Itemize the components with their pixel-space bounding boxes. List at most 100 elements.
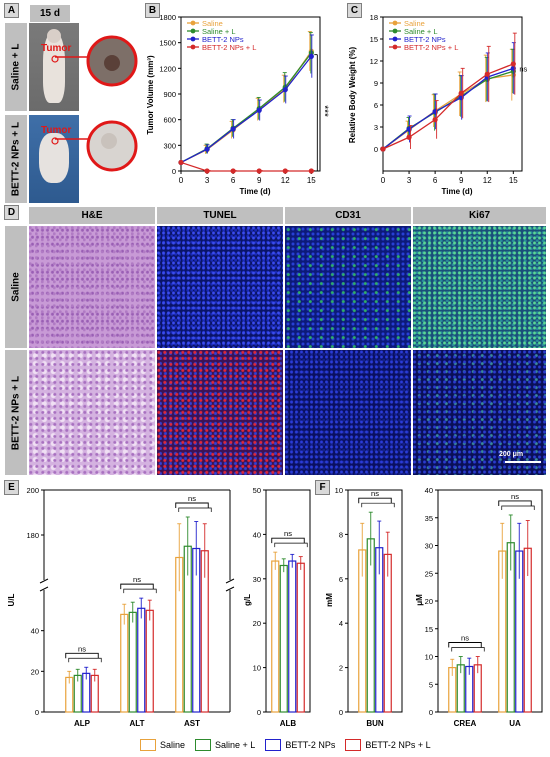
y-tick-label-e2-3: 30 xyxy=(253,575,261,584)
row-label-saline: Saline xyxy=(5,226,27,348)
legend-text-3: BETT-2 NPs + L xyxy=(404,43,458,52)
bar-e1-1-3 xyxy=(145,609,154,713)
kidney-function-chart: μM 0 5 10 15 20 25 30 35 40 CREA ns UA ns xyxy=(415,486,543,728)
x-tick-label-3: 9 xyxy=(257,176,262,185)
legend-marker-3 xyxy=(190,44,196,50)
significance-stars: *** xyxy=(318,105,329,117)
y-tick-label-f1-2: 4 xyxy=(339,619,343,628)
legend-text-2: BETT-2 NPs xyxy=(404,35,446,44)
mouse-photo-saline-l xyxy=(29,23,79,111)
category-label-e1-2: AST xyxy=(184,719,200,728)
y-tick-label-f2-3: 15 xyxy=(425,625,433,634)
y-tick-label-2: 6 xyxy=(374,101,378,110)
bracket-label-f2-1: ns xyxy=(511,492,519,501)
y-tick-label-e2-2: 20 xyxy=(253,619,261,628)
bracket-e1-2 xyxy=(175,502,209,508)
image-cd31-bett2-l xyxy=(285,350,411,475)
tumor-zoom-2-lesion xyxy=(101,133,117,149)
chart-e1-ylabel: U/L xyxy=(7,593,16,606)
y-tick-label-4: 1200 xyxy=(159,64,176,73)
data-point-3-0 xyxy=(380,146,386,152)
legend-item-bett2: BETT-2 NPs xyxy=(265,739,335,751)
bracket-inner-f1-0 xyxy=(361,502,395,508)
y-tick-label-0: 0 xyxy=(172,167,176,176)
series-line-3 xyxy=(180,161,312,172)
legend-text-3: BETT-2 NPs + L xyxy=(202,43,256,52)
bracket-inner-f2-1 xyxy=(501,505,535,510)
bar-e2-0-0 xyxy=(271,560,280,713)
image-he-bett2-l xyxy=(29,350,155,475)
chart-c-ylabel: Relative Body Weight (%) xyxy=(348,47,357,144)
legend-label-bett2: BETT-2 NPs xyxy=(285,740,336,750)
legend-text-0: Saline xyxy=(404,19,425,28)
panel-label-a: A xyxy=(4,3,19,18)
bar-f1-0-3 xyxy=(383,553,392,713)
legend-item-bett2-l: BETT-2 NPs + L xyxy=(345,739,431,751)
tumor-marker-1 xyxy=(51,55,59,63)
series-line-1 xyxy=(382,70,514,150)
bracket-label-e1-0: ns xyxy=(78,644,86,653)
bar-e2-0-2 xyxy=(288,560,297,713)
category-label-f1-0: BUN xyxy=(366,719,384,728)
bracket-label-f2-0: ns xyxy=(461,634,469,643)
panel-a-overlay xyxy=(51,35,138,172)
bar-e2-0-1 xyxy=(279,564,288,713)
bar-e1-1-2 xyxy=(137,607,146,713)
data-point-3-2 xyxy=(230,168,236,174)
bracket-label-e2-0: ns xyxy=(284,529,292,538)
y-tick-label-5: 15 xyxy=(370,35,378,44)
legend-marker-1 xyxy=(190,28,196,34)
bracket-label-e1-2: ns xyxy=(188,494,196,503)
category-label-e1-0: ALP xyxy=(74,719,91,728)
bracket-e2-0 xyxy=(271,537,305,544)
legend-marker-3 xyxy=(392,44,398,50)
tumor-label-2: Tumor xyxy=(41,125,72,136)
legend-swatch-bett2-l xyxy=(345,739,362,751)
y-tick-label-6: 1800 xyxy=(159,13,176,22)
plot-frame-c xyxy=(382,16,523,172)
y-tick-high-label-1: 200 xyxy=(26,486,39,495)
data-point-2-4 xyxy=(282,87,288,93)
y-tick-label-4: 12 xyxy=(370,57,378,66)
y-tick-label-f2-7: 35 xyxy=(425,514,433,523)
chart-b-xlabel: Time (d) xyxy=(240,187,271,196)
y-tick-label-f2-6: 30 xyxy=(425,542,433,551)
y-tick-label-f1-0: 0 xyxy=(339,708,343,717)
chart-c-xlabel: Time (d) xyxy=(442,187,473,196)
x-tick-label-4: 12 xyxy=(483,176,492,185)
panel-a-row1-label: Saline + L xyxy=(5,23,27,111)
legend-marker-0 xyxy=(392,20,398,26)
data-point-3-4 xyxy=(484,71,490,77)
ns-label: ns xyxy=(519,64,527,73)
data-point-3-1 xyxy=(204,168,210,174)
bracket-inner-e2-0 xyxy=(274,542,308,548)
bracket-f2-0 xyxy=(448,642,482,648)
legend-text-1: Saline + L xyxy=(202,27,236,36)
data-point-2-3 xyxy=(256,107,262,113)
data-point-2-5 xyxy=(308,53,314,59)
panel-label-c: C xyxy=(347,3,362,18)
data-point-3-1 xyxy=(406,134,412,140)
legend-label-saline: Saline xyxy=(160,740,186,750)
y-tick-label-3: 900 xyxy=(163,90,176,99)
y-tick-label-1: 3 xyxy=(374,123,378,132)
col-header-he: H&E xyxy=(29,207,155,224)
bracket-inner-e1-2 xyxy=(178,507,212,512)
series-line-2 xyxy=(382,67,514,150)
image-tunel-saline xyxy=(157,226,283,348)
y-tick-label-0: 0 xyxy=(374,145,378,154)
y-tick-label-6: 18 xyxy=(370,13,378,22)
x-tick-label-1: 3 xyxy=(205,176,210,185)
scale-bar-label: 200 μm xyxy=(499,451,524,458)
x-tick-label-0: 0 xyxy=(179,176,184,185)
liver-enzymes-chart: U/L 0 20 40 180 200 ALP ns ALT ns AST ns xyxy=(7,486,235,728)
data-point-2-2 xyxy=(230,126,236,132)
panel-d: H&E TUNEL CD31 Ki67 Saline BETT-2 NPs + … xyxy=(5,207,546,475)
axis-break-mark-2 xyxy=(39,586,49,592)
bar-e1-1-0 xyxy=(120,613,129,713)
albumin-chart: g/L 0 10 20 30 40 50 ALB ns xyxy=(243,486,311,728)
tumor-marker-2 xyxy=(51,137,59,145)
legend-marker-1 xyxy=(392,28,398,34)
bracket-inner-f2-0 xyxy=(451,647,485,652)
plot-frame-f1 xyxy=(347,489,403,713)
